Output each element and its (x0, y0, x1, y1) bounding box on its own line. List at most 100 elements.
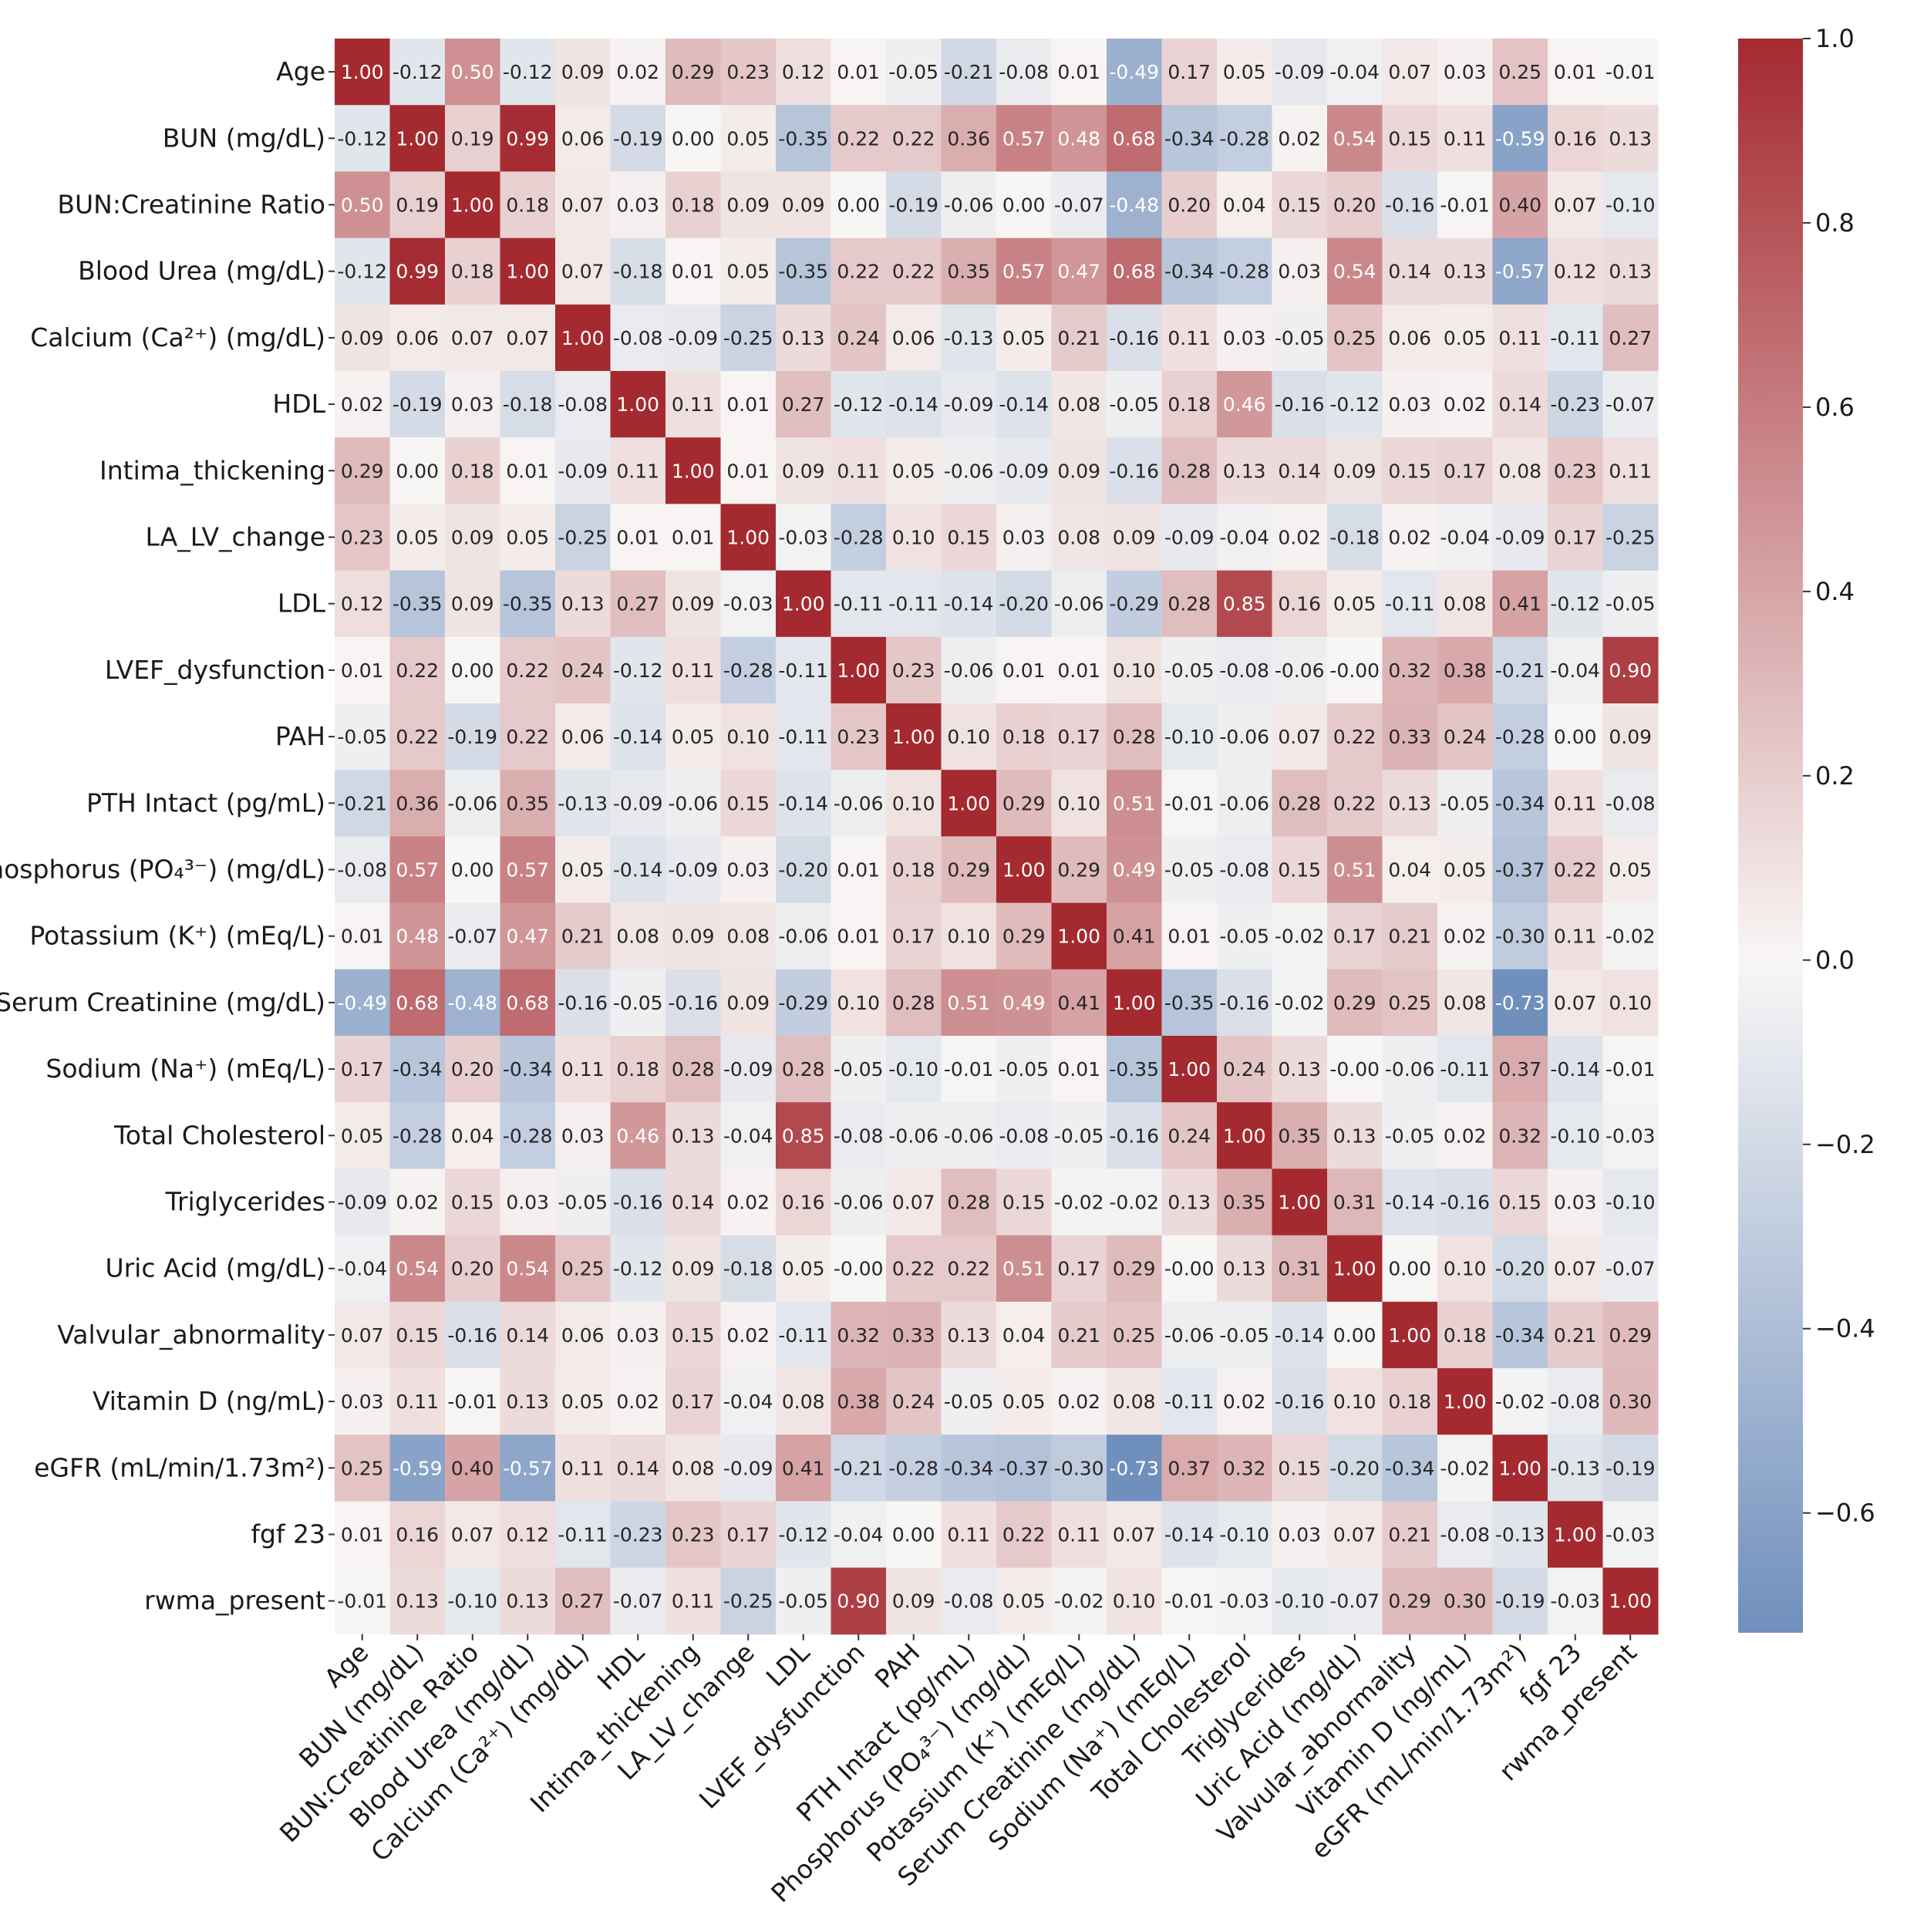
heatmap-cell (1107, 105, 1163, 172)
cell-value: 0.00 (451, 859, 494, 882)
cell-value: -0.05 (613, 992, 663, 1014)
cell-value: 0.10 (1057, 792, 1100, 814)
heatmap-cell (1107, 1168, 1163, 1236)
heatmap-cell (996, 1435, 1053, 1502)
cell-value: -0.09 (944, 393, 994, 416)
cell-value: 0.29 (1388, 1590, 1431, 1613)
cell-value: -0.06 (1219, 726, 1269, 748)
heatmap-cell (1051, 1036, 1107, 1103)
cell-value: 0.10 (837, 992, 880, 1014)
cell-value: 0.16 (782, 1192, 825, 1214)
cell-value: -0.21 (1495, 659, 1545, 682)
cell-value: 0.00 (1333, 1324, 1376, 1347)
cell-value: 0.27 (782, 393, 825, 416)
heatmap-cell (720, 770, 777, 837)
cell-value: 0.50 (341, 194, 384, 217)
heatmap-cell (610, 437, 666, 504)
cell-value: -0.16 (558, 992, 608, 1014)
heatmap-cell (555, 1235, 612, 1303)
heatmap-cell (1272, 1501, 1328, 1569)
heatmap-cell (886, 1567, 942, 1635)
heatmap-cell (1217, 1168, 1273, 1236)
cell-value: -0.14 (1550, 1058, 1600, 1081)
cell-value: -0.10 (888, 1058, 938, 1081)
heatmap-cell (445, 371, 501, 438)
heatmap-cell (1602, 39, 1659, 106)
heatmap-cell (500, 1102, 556, 1169)
heatmap-cell (996, 39, 1053, 106)
cell-value: 0.32 (1223, 1457, 1266, 1479)
heatmap-cell (1272, 703, 1328, 770)
cell-value: 0.23 (672, 1524, 715, 1546)
cell-value: 0.05 (341, 1124, 384, 1147)
cell-value: 0.15 (1498, 1192, 1541, 1214)
heatmap-cell (335, 902, 391, 970)
heatmap-cell (500, 1235, 556, 1303)
cell-value: 0.01 (672, 527, 715, 549)
heatmap-cell (941, 1368, 997, 1435)
heatmap-cell (1107, 836, 1163, 904)
cell-value: 0.02 (1223, 1391, 1266, 1413)
heatmap-cell (1382, 836, 1438, 904)
heatmap-cell (1217, 1301, 1273, 1369)
cell-value: 0.06 (561, 127, 605, 150)
cell-value: 0.30 (1609, 1391, 1652, 1413)
heatmap-cell (1272, 238, 1328, 305)
heatmap-cell (1272, 836, 1328, 904)
heatmap-cell (1161, 1501, 1218, 1569)
cell-value: 0.01 (1167, 926, 1211, 948)
cell-value: -0.12 (503, 61, 553, 83)
heatmap-cell (1161, 1235, 1218, 1303)
heatmap-cell (831, 1567, 887, 1635)
heatmap-cell (1382, 1168, 1438, 1236)
heatmap-cell (1602, 1301, 1659, 1369)
heatmap-cell (610, 504, 666, 572)
cell-value: -0.21 (834, 1457, 884, 1479)
cell-value: 0.05 (561, 1391, 605, 1413)
heatmap-cell (1217, 836, 1273, 904)
heatmap-cell (610, 171, 666, 239)
cell-value: -0.05 (778, 1590, 828, 1613)
y-tick-label: PAH (275, 721, 325, 751)
heatmap-cell (720, 836, 777, 904)
heatmap-cell (1382, 1235, 1438, 1303)
heatmap-cell (500, 969, 556, 1037)
heatmap-cell (1107, 238, 1163, 305)
heatmap-cell (776, 105, 832, 172)
y-tick-label: Age (276, 56, 325, 86)
cell-value: -0.10 (1605, 1192, 1656, 1214)
cell-value: 0.18 (616, 1058, 659, 1081)
heatmap-cell (389, 1501, 446, 1569)
heatmap-cell (500, 1435, 556, 1502)
heatmap-cell (1161, 304, 1218, 372)
cell-value: -0.16 (1219, 992, 1269, 1014)
cell-value: -0.04 (723, 1391, 773, 1413)
cell-value: 0.24 (561, 659, 605, 682)
heatmap-cell (389, 836, 446, 904)
cell-value: -0.01 (944, 1058, 994, 1081)
colorbar: 1.0 0.8 0.6 0.4 0.2 0.0 −0.2 −0.4 −0.6 (1738, 24, 1875, 1633)
cell-value: 0.07 (1554, 992, 1597, 1014)
cell-value: 0.25 (1498, 61, 1541, 83)
heatmap-cell (996, 105, 1053, 172)
cell-value: -0.21 (337, 792, 387, 814)
heatmap-cell (445, 1102, 501, 1169)
cell-value: 1.00 (341, 61, 384, 83)
heatmap-cell (1217, 1036, 1273, 1103)
heatmap-cell (1602, 1036, 1659, 1103)
cell-value: -0.28 (393, 1124, 443, 1147)
heatmap-cell (1437, 703, 1494, 770)
heatmap-cell (886, 105, 942, 172)
heatmap-cell (886, 171, 942, 239)
heatmap-cell (720, 902, 777, 970)
cell-value: -0.13 (1550, 1457, 1600, 1479)
cell-value: 0.24 (1167, 1124, 1211, 1147)
cell-value: -0.14 (778, 792, 828, 814)
heatmap-cell (1107, 1301, 1163, 1369)
cell-value: 0.33 (892, 1324, 935, 1347)
heatmap-cell (445, 770, 501, 837)
cell-value: -0.06 (834, 1192, 884, 1214)
cell-value: 0.18 (1388, 1391, 1431, 1413)
heatmap-cell (445, 1567, 501, 1635)
cell-value: 0.16 (396, 1524, 439, 1546)
